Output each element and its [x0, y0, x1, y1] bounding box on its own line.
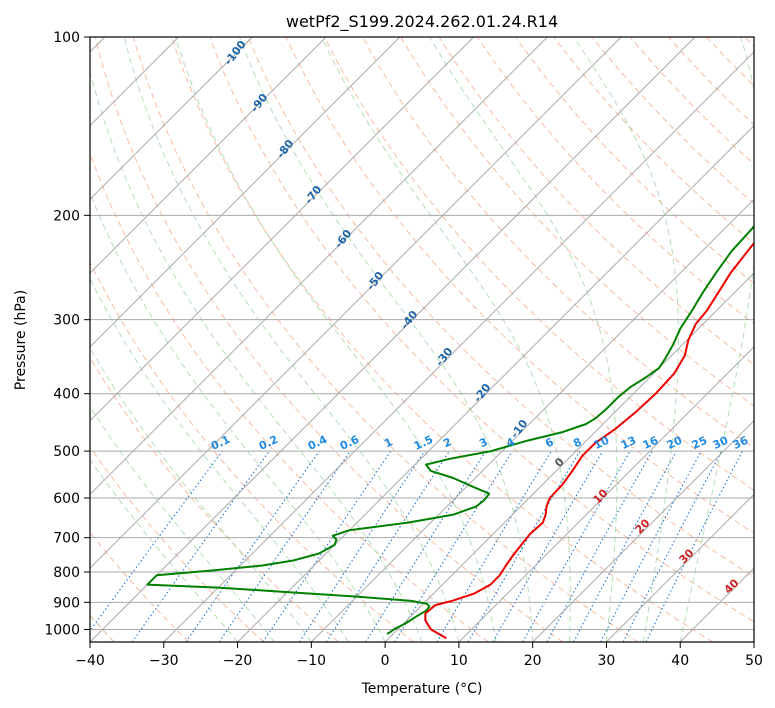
mixing-ratio-line — [262, 450, 392, 642]
y-tick-label: 300 — [53, 313, 80, 329]
dry-adiabat-line — [285, 37, 754, 534]
moist-adiabat-line — [90, 458, 238, 642]
moist-adiabat-line — [90, 405, 275, 642]
isotherm-line — [458, 346, 754, 642]
mixing-ratio-label: 25 — [690, 434, 709, 452]
moist-adiabat-line — [90, 277, 349, 642]
mixing-ratio-line — [645, 450, 743, 642]
x-tick-label: 20 — [524, 653, 542, 669]
sounding-traces — [146, 224, 754, 640]
isotherm-line — [237, 124, 754, 642]
x-tick-label: 40 — [671, 653, 689, 669]
x-tick-label: 10 — [450, 653, 468, 669]
y-tick-label: 400 — [53, 387, 80, 403]
mixing-ratio-line — [218, 450, 351, 642]
x-tick-label: −40 — [75, 653, 105, 669]
dry-adiabat-line — [90, 356, 339, 642]
background-lines — [90, 37, 754, 642]
dewpoint-line — [146, 224, 754, 635]
x-tick-label: 0 — [381, 653, 390, 669]
dry-adiabat-line — [132, 37, 639, 642]
mixing-ratio-line — [299, 450, 426, 642]
x-tick-label: −10 — [297, 653, 327, 669]
isotherm-line — [90, 37, 548, 496]
dry-adiabat-line — [476, 37, 754, 325]
moist-adiabat-line — [679, 37, 754, 642]
mixing-ratio-line — [546, 450, 653, 642]
x-tick-label: −20 — [223, 653, 253, 669]
dry-adiabat-line — [90, 446, 265, 642]
moist-adiabat-line — [174, 37, 497, 642]
isotherm-line — [90, 37, 622, 569]
moist-adiabat-line — [123, 37, 460, 642]
y-tick-label: 800 — [53, 565, 80, 581]
y-tick-label: 1000 — [44, 622, 80, 638]
mixing-ratio-line — [573, 450, 677, 642]
dry-adiabat-line — [438, 37, 754, 366]
isotherm-line — [163, 51, 754, 642]
y-axis-label: Pressure (hPa) — [13, 290, 29, 390]
moist-adiabat-line — [239, 37, 534, 642]
isotherm-line — [90, 37, 475, 422]
dry-adiabat-line — [247, 37, 754, 578]
mixing-ratio-line — [185, 450, 320, 642]
isotherm-line — [90, 37, 327, 274]
mixing-ratio-line — [131, 450, 270, 642]
mixing-ratio-line — [522, 450, 631, 642]
moist-adiabat-line — [573, 37, 679, 642]
mixing-ratio-line — [90, 450, 223, 632]
dry-adiabat-line — [171, 37, 713, 642]
mixing-ratio-label: 16 — [641, 434, 661, 452]
temperature-line — [424, 241, 754, 640]
mixing-ratio-label: 36 — [731, 434, 751, 452]
mixing-ratio-label: 20 — [665, 434, 685, 452]
y-tick-label: 100 — [53, 30, 80, 46]
mixing-ratio-line — [394, 450, 513, 642]
mixing-ratio-label: 10 — [592, 434, 612, 452]
dry-adiabat-line — [90, 260, 414, 642]
y-tick-label: 900 — [53, 595, 80, 611]
moist-adiabat-line — [321, 37, 571, 642]
mixing-ratio-line — [325, 450, 450, 642]
mixing-ratio-label: 13 — [619, 434, 638, 452]
y-tick-label: 700 — [53, 531, 80, 547]
isotherm-line — [532, 419, 754, 642]
isotherm-line — [90, 37, 401, 348]
grid-lines — [90, 37, 754, 642]
x-tick-label: 30 — [598, 653, 616, 669]
plot-frame — [89, 36, 755, 643]
x-tick-label: 50 — [745, 653, 763, 669]
isotherm-line — [606, 493, 754, 642]
moist-adiabat-line — [90, 191, 386, 642]
mixing-ratio-label: 30 — [711, 434, 731, 452]
x-tick-label: −30 — [149, 653, 179, 669]
isotherm-line — [310, 198, 754, 642]
isotherm-line — [90, 37, 696, 642]
y-tick-label: 600 — [53, 491, 80, 507]
axes-ticks: −40 −30 −20 −10 0 10 20 30 40 50 100 200 300 400 500 60… — [44, 30, 763, 669]
plot-area — [90, 37, 754, 642]
dry-adiabat-line — [94, 37, 564, 642]
dry-adiabat-line — [515, 37, 754, 285]
isotherm-line — [90, 37, 253, 201]
x-axis-label: Temperature (°C) — [361, 681, 483, 697]
y-tick-label: 200 — [53, 208, 80, 224]
moist-adiabat-line — [429, 37, 618, 642]
chart-title: wetPf2_S199.2024.262.01.24.R14 — [286, 12, 558, 32]
dry-adiabat-line — [323, 37, 754, 491]
y-tick-label: 500 — [53, 444, 80, 460]
